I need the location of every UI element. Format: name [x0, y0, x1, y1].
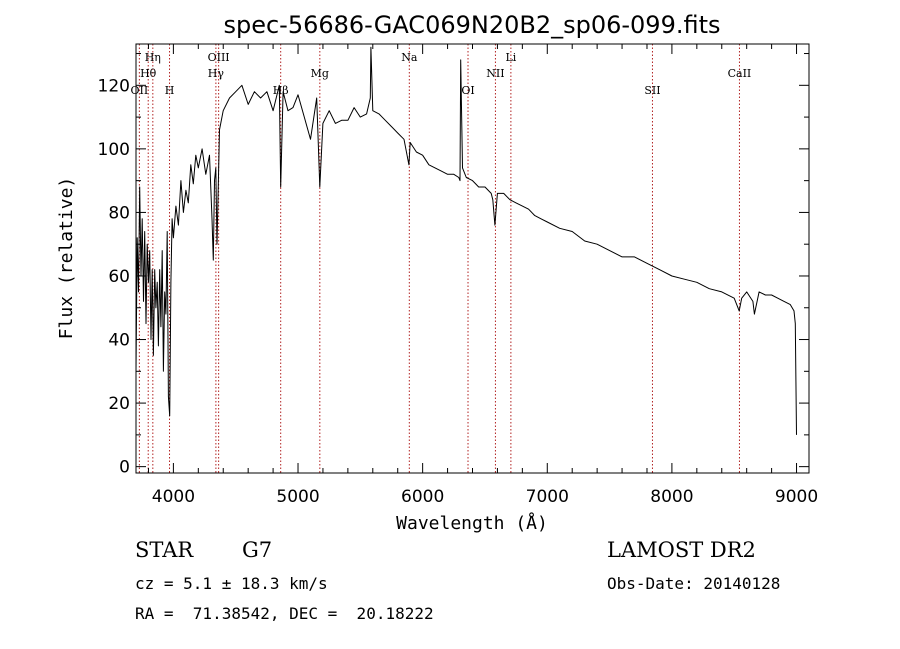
line-label-1: Hθ — [140, 67, 157, 80]
y-tick-label-3: 60 — [108, 267, 130, 287]
y-axis-ticks: 0 20 40 60 80 100 120 — [98, 53, 809, 478]
chart-title: spec-56686-GAC069N20B2_sp06-099.fits — [223, 11, 720, 39]
x-axis-ticks: 4000 5000 6000 7000 8000 9000 — [147, 44, 818, 507]
y-tick-label-2: 40 — [108, 331, 130, 351]
object-class: STAR — [135, 538, 194, 562]
line-label-5: Hγ — [208, 67, 225, 80]
y-tick-label-4: 80 — [108, 203, 130, 223]
y-tick-label-5: 100 — [98, 140, 130, 160]
line-label-8: Na — [401, 51, 418, 64]
x-tick-label-1: 5000 — [276, 487, 319, 507]
line-label-11: Li — [505, 51, 516, 64]
x-axis-label: Wavelength (Å) — [396, 512, 548, 534]
y-axis-label: Flux (relative) — [56, 177, 77, 340]
line-label-13: CaII — [728, 67, 752, 80]
y-tick-label-6: 120 — [98, 76, 130, 96]
line-label-4: OIII — [208, 51, 230, 64]
line-label-2: OII — [131, 84, 149, 97]
line-label-0: Hη — [145, 51, 161, 64]
line-label-6: Hβ — [273, 84, 289, 97]
x-tick-label-5: 9000 — [775, 487, 818, 507]
spectrum-line-0 — [135, 46, 797, 435]
x-tick-label-2: 6000 — [401, 487, 444, 507]
redshift-velocity: cz = 5.1 ± 18.3 km/s — [135, 574, 328, 593]
x-tick-label-4: 8000 — [650, 487, 693, 507]
line-label-10: NII — [486, 67, 504, 80]
observation-date: Obs-Date: 20140128 — [607, 574, 781, 593]
plot-frame — [135, 43, 810, 474]
survey-name: LAMOST DR2 — [607, 538, 756, 562]
x-tick-label-3: 7000 — [526, 487, 569, 507]
y-tick-label-1: 20 — [108, 394, 130, 414]
spectrum-series — [135, 46, 797, 435]
line-label-7: Mg — [311, 67, 329, 80]
object-subclass: G7 — [242, 538, 273, 562]
line-label-9: OI — [461, 84, 474, 97]
y-tick-label-0: 0 — [119, 458, 130, 478]
x-tick-label-0: 4000 — [152, 487, 195, 507]
line-label-3: H — [165, 84, 175, 97]
sky-coordinates: RA = 71.38542, DEC = 20.18222 — [135, 604, 434, 623]
line-label-12: SII — [644, 84, 660, 97]
